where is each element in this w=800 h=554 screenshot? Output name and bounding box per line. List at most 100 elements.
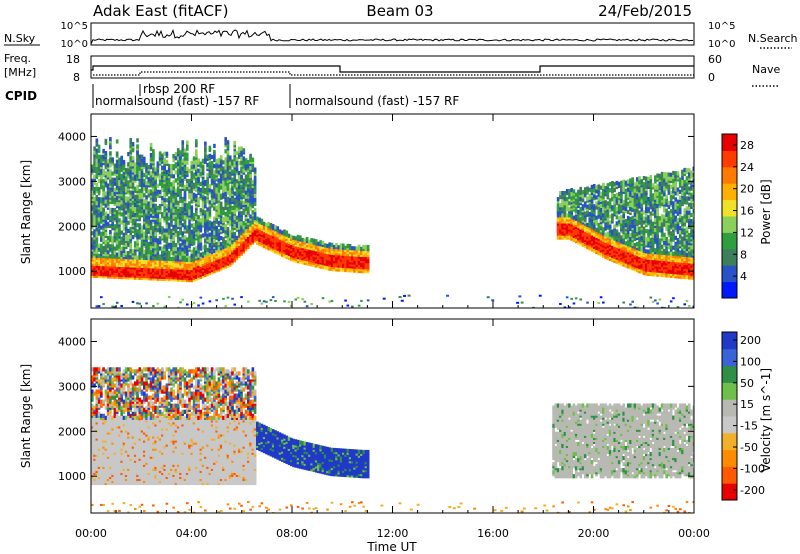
power-cell bbox=[617, 191, 621, 197]
power-cell bbox=[152, 197, 155, 202]
power-cell bbox=[161, 181, 164, 186]
power-cell bbox=[97, 217, 101, 222]
power-cell bbox=[174, 216, 178, 221]
power-cell bbox=[633, 208, 637, 213]
power-cell bbox=[176, 200, 180, 205]
power-cell bbox=[624, 223, 628, 228]
power-cell bbox=[163, 256, 166, 261]
power-cell bbox=[635, 213, 639, 218]
power-cell bbox=[344, 245, 347, 250]
power-cell bbox=[208, 161, 212, 167]
power-cell bbox=[642, 182, 646, 187]
power-cell bbox=[91, 178, 94, 183]
power-cell bbox=[174, 178, 178, 183]
power-cell bbox=[647, 207, 650, 212]
power-cell bbox=[124, 196, 128, 201]
power-cell bbox=[127, 202, 130, 207]
power-cell bbox=[228, 222, 232, 227]
power-cell bbox=[247, 160, 250, 165]
power-cell bbox=[124, 216, 128, 221]
power-cell bbox=[224, 181, 228, 186]
power-cell bbox=[235, 223, 239, 228]
power-cell bbox=[167, 196, 171, 201]
power-cell bbox=[242, 148, 246, 153]
power-cell bbox=[167, 234, 171, 239]
date-label: 24/Feb/2015 bbox=[598, 2, 692, 20]
power-cell bbox=[364, 244, 368, 250]
power-cell bbox=[586, 204, 589, 209]
power-cell bbox=[147, 193, 151, 198]
power-cell bbox=[147, 215, 151, 220]
power-cell bbox=[129, 218, 133, 223]
power-cell bbox=[631, 177, 635, 182]
power-cell bbox=[120, 230, 123, 235]
power-cell bbox=[615, 207, 619, 212]
power-cell bbox=[181, 298, 185, 301]
power-cell bbox=[642, 210, 646, 215]
power-cell bbox=[172, 251, 176, 256]
power-cell bbox=[143, 209, 146, 214]
power-cell bbox=[222, 216, 225, 222]
power-cell bbox=[188, 201, 191, 206]
power-cell bbox=[574, 297, 578, 300]
power-cell bbox=[118, 169, 121, 174]
power-cell bbox=[143, 193, 146, 198]
power-cell bbox=[649, 211, 653, 216]
power-cell bbox=[247, 210, 250, 215]
power-cell bbox=[326, 243, 329, 249]
power-cell bbox=[93, 174, 96, 179]
power-cell bbox=[611, 205, 614, 210]
power-cell bbox=[120, 204, 123, 209]
power-cell bbox=[231, 297, 234, 300]
power-cell bbox=[265, 222, 268, 228]
power-cell bbox=[91, 215, 94, 220]
power-cell bbox=[622, 238, 625, 243]
power-cell bbox=[606, 231, 610, 236]
power-cell bbox=[192, 212, 196, 218]
power-cell bbox=[242, 200, 246, 206]
power-cell bbox=[167, 163, 171, 169]
power-cell bbox=[631, 191, 635, 196]
power-cell bbox=[213, 186, 216, 191]
power-cell bbox=[156, 228, 160, 233]
power-cell bbox=[226, 296, 230, 299]
power-cell bbox=[253, 167, 257, 172]
power-cell bbox=[305, 236, 309, 242]
power-cell bbox=[138, 198, 142, 204]
power-cell bbox=[91, 253, 94, 258]
power-cell bbox=[102, 173, 105, 178]
power-cell bbox=[620, 215, 623, 220]
power-cell bbox=[143, 160, 146, 165]
power-cell bbox=[606, 217, 610, 222]
power-cell bbox=[161, 171, 164, 176]
power-cell bbox=[224, 157, 228, 162]
power-cell bbox=[163, 228, 166, 233]
power-cell bbox=[149, 207, 153, 212]
power-cell bbox=[631, 219, 635, 224]
power-cell bbox=[244, 186, 248, 191]
power-cell bbox=[617, 210, 621, 215]
power-cell bbox=[183, 148, 187, 153]
power-cell bbox=[588, 205, 592, 211]
power-cell bbox=[595, 185, 598, 190]
power-cell bbox=[179, 188, 182, 193]
power-cell bbox=[106, 213, 110, 218]
power-cell bbox=[595, 189, 598, 194]
power-cell bbox=[577, 193, 580, 198]
power-cell bbox=[145, 209, 148, 214]
power-cell bbox=[158, 189, 162, 194]
power-cell bbox=[215, 225, 218, 230]
freq-panel: Freq. [MHz] 18 8 60 0 Nave bbox=[4, 52, 780, 87]
power-cell bbox=[156, 244, 160, 249]
power-cell bbox=[115, 210, 119, 215]
power-cell bbox=[145, 249, 148, 254]
power-cell bbox=[237, 197, 241, 202]
power-cell bbox=[595, 205, 598, 210]
power-cell bbox=[158, 173, 162, 178]
power-cell bbox=[170, 170, 173, 175]
power-cell bbox=[158, 203, 162, 209]
power-cell bbox=[244, 194, 248, 199]
power-cell bbox=[617, 181, 621, 186]
power-cell bbox=[219, 201, 223, 206]
power-cell bbox=[224, 244, 228, 249]
